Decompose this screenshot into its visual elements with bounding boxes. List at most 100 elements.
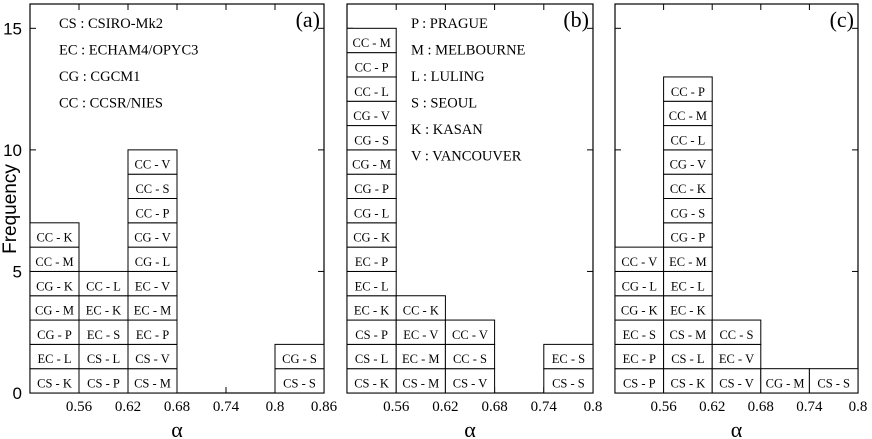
histogram-cell-label: EC - P xyxy=(136,328,169,342)
legend-entry: CC : CCSR/NIES xyxy=(59,96,163,112)
histogram-cell-label: EC - S xyxy=(623,328,656,342)
histogram-cell-label: CC - V xyxy=(452,328,488,342)
x-tick-label: 0.74 xyxy=(796,399,823,415)
histogram-cell-label: EC - V xyxy=(403,328,438,342)
histogram-cell-label: CG - M xyxy=(766,377,805,391)
histogram-cell-label: CC - S xyxy=(719,328,753,342)
histogram-cell-label: CG - V xyxy=(670,158,707,172)
y-axis-label: Frequency xyxy=(0,164,21,254)
x-tick-label: 0.86 xyxy=(311,399,338,415)
histogram-cell-label: EC - L xyxy=(355,279,389,293)
histogram-cell xyxy=(127,246,178,272)
x-axis-label: α xyxy=(731,417,743,439)
histogram-cell xyxy=(444,343,496,370)
histogram-cell xyxy=(274,343,325,370)
legend-entry: CG : CGCM1 xyxy=(59,69,140,85)
histogram-cell-label: CC - S xyxy=(135,182,169,196)
x-axis-label: α xyxy=(464,417,476,439)
legend-entry: P : PRAGUE xyxy=(411,16,488,32)
histogram-cell-label: CS - V xyxy=(135,352,170,366)
x-tick-label: 0.8 xyxy=(584,399,603,415)
y-tick-label: 15 xyxy=(3,19,22,38)
histogram-cell-label: CS - M xyxy=(134,377,171,391)
histogram-cell-label: CS - K xyxy=(37,377,72,391)
histogram-cell-label: CG - P xyxy=(671,231,706,245)
histogram-cell xyxy=(444,368,496,394)
histogram-cell-label: EC - S xyxy=(552,352,585,366)
histogram-cell-label: CG - S xyxy=(282,352,317,366)
histogram-cell-label: CG - L xyxy=(622,279,657,293)
histogram-cell-label: CS - V xyxy=(453,377,488,391)
histogram-cell-label: CG - M xyxy=(35,304,74,318)
histogram-cell xyxy=(614,319,665,345)
legend-entry: M : MELBOURNE xyxy=(411,43,526,59)
y-tick-label: 5 xyxy=(13,262,22,281)
histogram-cell-label: CS - M xyxy=(402,377,439,391)
histogram-cell-label: CG - V xyxy=(134,231,171,245)
histogram-cell-label: CC - M xyxy=(35,255,73,269)
histogram-cell xyxy=(543,343,594,370)
histogram-cell-label: CC - M xyxy=(352,36,390,50)
histogram-cell-label: CS - V xyxy=(719,377,754,391)
histogram-cell-label: CC - M xyxy=(669,109,707,123)
histogram-cell-label: CC - P xyxy=(135,206,169,220)
histogram-cell xyxy=(127,343,178,370)
histogram-cell xyxy=(543,368,594,394)
histogram-cell xyxy=(663,295,713,321)
histogram-cell xyxy=(127,270,178,297)
histogram-cell xyxy=(663,125,713,151)
x-tick-label: 0.68 xyxy=(164,399,190,415)
histogram-cell-label: CS - L xyxy=(87,352,120,366)
legend-entry: CS : CSIRO-Mk2 xyxy=(59,16,163,32)
panel-label: (b) xyxy=(563,7,589,32)
histogram-cell-label: EC - M xyxy=(402,352,440,366)
y-tick-label: 0 xyxy=(13,384,22,403)
histogram-cell-label: CS - K xyxy=(354,377,389,391)
histogram-cell-label: CS - S xyxy=(552,377,585,391)
histogram-cell-label: CG - P xyxy=(354,182,389,196)
histogram-cell-label: EC - L xyxy=(37,352,71,366)
histogram-cell-label: CC - L xyxy=(671,133,706,147)
x-tick-label: 0.68 xyxy=(481,399,507,415)
histogram-cell-label: CS - K xyxy=(671,377,706,391)
histogram-cell-label: EC - S xyxy=(87,328,120,342)
histogram-cell xyxy=(663,100,713,127)
y-tick-label: 10 xyxy=(3,141,22,160)
histogram-cell xyxy=(78,368,129,394)
histogram-cell xyxy=(346,27,397,54)
histogram-cell xyxy=(127,319,178,345)
histogram-cell xyxy=(127,149,178,175)
histogram-cell xyxy=(127,295,178,321)
histogram-cell xyxy=(78,343,129,370)
histogram-cell xyxy=(663,319,713,345)
histogram-cell xyxy=(663,270,713,297)
histogram-cell xyxy=(444,319,496,345)
histogram-cell-label: CG - V xyxy=(353,109,390,123)
histogram-cell-label: EC - K xyxy=(354,304,389,318)
histogram-cell xyxy=(711,319,762,345)
histogram-cell xyxy=(346,222,397,248)
x-tick-label: 0.62 xyxy=(699,399,725,415)
histogram-cell-label: EC - K xyxy=(86,304,121,318)
histogram-cell-label: EC - M xyxy=(669,255,707,269)
x-tick-label: 0.56 xyxy=(650,399,677,415)
histogram-cell xyxy=(663,222,713,248)
histogram-cell xyxy=(614,295,665,321)
histogram-cell-label: EC - K xyxy=(670,304,705,318)
histogram-cell xyxy=(808,368,859,394)
legend-entry: EC : ECHAM4/OPYC3 xyxy=(59,43,198,59)
histogram-cell-label: CC - K xyxy=(36,231,72,245)
histogram-cell-label: EC - M xyxy=(134,304,172,318)
legend-entry: L : LULING xyxy=(411,69,485,85)
histogram-cell-label: CG - K xyxy=(353,231,390,245)
histogram-cell xyxy=(127,198,178,224)
histogram-cell-label: EC - V xyxy=(719,352,754,366)
histogram-cell xyxy=(663,198,713,224)
histogram-cell xyxy=(663,76,713,102)
panel-label: (a) xyxy=(296,7,320,32)
histogram-cell xyxy=(663,149,713,175)
x-tick-label: 0.56 xyxy=(66,399,93,415)
histogram-cell-label: CC - V xyxy=(135,158,171,172)
histogram-cell-label: CS - P xyxy=(87,377,120,391)
histogram-cell-label: CS - P xyxy=(623,377,656,391)
